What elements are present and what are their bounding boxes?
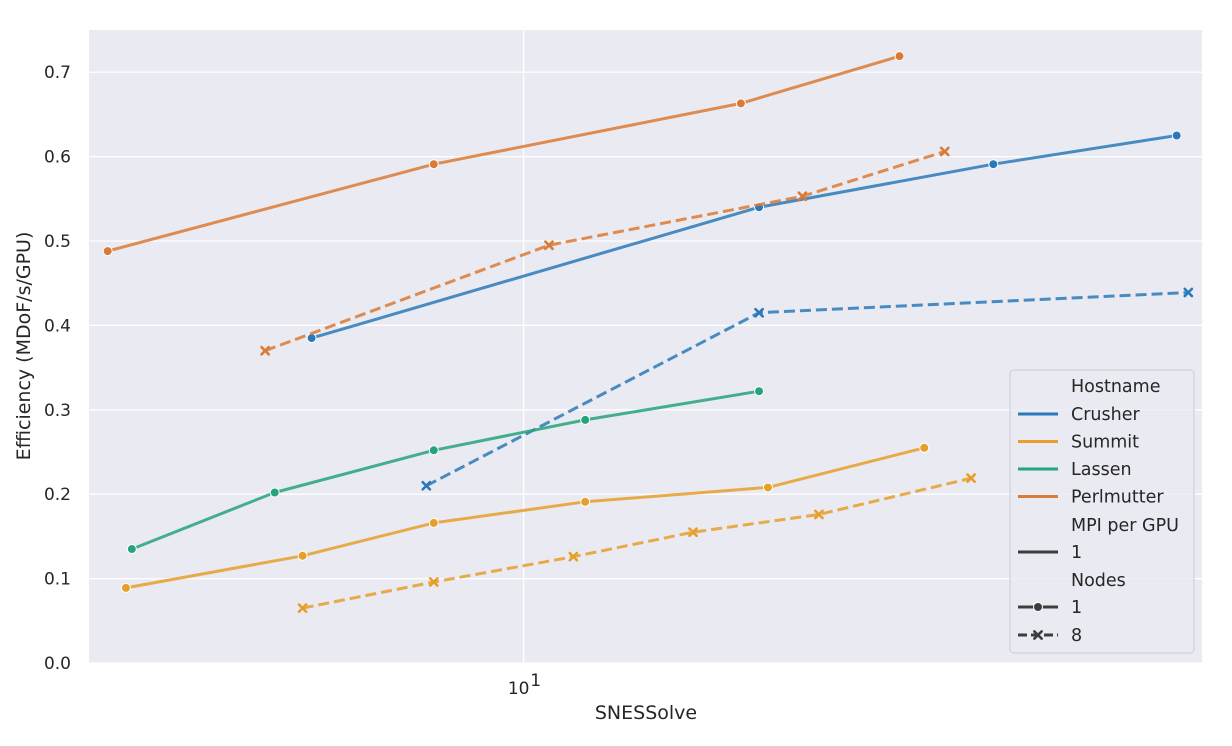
- y-tick-label: 0.5: [44, 232, 71, 252]
- point-lassen-1-node: [580, 414, 591, 425]
- point-summit-8-node: [297, 603, 308, 614]
- y-tick-label: 0.3: [44, 401, 71, 421]
- x-tick-label: 10: [508, 679, 530, 699]
- legend: Hostname Crusher Summit Lassen Perlmutter M…: [1009, 369, 1195, 654]
- legend-nodes-marker: [1033, 602, 1043, 612]
- y-tick-label: 0.6: [44, 148, 71, 168]
- line-crusher-1-node: [311, 134, 1177, 340]
- point-crusher-1-node: [1171, 130, 1182, 141]
- point-summit-1-node: [120, 582, 131, 593]
- point-summit-1-node: [297, 550, 308, 561]
- y-tick-label: 0.0: [44, 654, 71, 674]
- legend-mpi-title: MPI per GPU: [1071, 516, 1179, 536]
- y-tick-label: 0.4: [44, 316, 71, 336]
- y-tick-label: 0.1: [44, 570, 71, 590]
- point-summit-8-node: [428, 577, 439, 587]
- series-summit-8-node: [297, 473, 977, 614]
- point-perlmutter-1-node: [894, 51, 905, 62]
- point-summit-1-node: [580, 496, 591, 507]
- y-axis-title: Efficiency (MDoF/s/GPU): [13, 232, 35, 461]
- point-crusher-8-node: [1183, 287, 1194, 298]
- legend-nodes-label: 1: [1071, 598, 1082, 618]
- tick-labels: 0.0 0.1 0.2 0.3 0.4 0.5 0.6 0.7 10 1: [44, 63, 541, 699]
- legend-host-entries: Crusher Summit Lassen Perlmutter: [1018, 405, 1164, 508]
- legend-hostname-title: Hostname: [1071, 377, 1160, 397]
- line-summit-8-node: [302, 476, 972, 610]
- series-perlmutter-8-node: [260, 146, 950, 356]
- legend-nodes-marker: [1033, 630, 1043, 640]
- line-perlmutter-8-node: [264, 150, 946, 353]
- point-perlmutter-8-node: [939, 146, 950, 157]
- point-summit-8-node: [688, 527, 698, 538]
- point-lassen-1-node: [754, 386, 765, 397]
- series-summit-1-node: [120, 442, 930, 593]
- x-tick-exponent: 1: [530, 671, 541, 691]
- point-crusher-8-node: [754, 307, 764, 318]
- series-crusher-8-node: [421, 287, 1194, 491]
- point-summit-1-node: [762, 482, 773, 493]
- point-crusher-8-node: [421, 480, 432, 491]
- point-summit-8-node: [568, 551, 579, 562]
- line-perlmutter-1-node: [107, 54, 900, 253]
- point-perlmutter-8-node: [544, 240, 554, 251]
- line-summit-1-node: [125, 446, 925, 590]
- point-lassen-1-node: [428, 445, 439, 456]
- point-perlmutter-8-node: [260, 345, 271, 356]
- point-perlmutter-1-node: [735, 98, 746, 109]
- legend-label-lassen: Lassen: [1071, 460, 1132, 480]
- legend-label-perlmutter: Perlmutter: [1071, 488, 1164, 508]
- y-tick-label: 0.7: [44, 63, 71, 83]
- point-perlmutter-1-node: [428, 159, 439, 170]
- legend-label-summit: Summit: [1071, 433, 1139, 453]
- legend-label-crusher: Crusher: [1071, 405, 1140, 425]
- legend-node-entries: 18: [1018, 598, 1082, 646]
- point-summit-1-node: [919, 442, 930, 453]
- point-lassen-1-node: [269, 487, 280, 498]
- point-summit-8-node: [814, 509, 824, 520]
- point-summit-8-node: [966, 473, 977, 484]
- series-perlmutter-1-node: [102, 51, 905, 257]
- y-tick-label: 0.2: [44, 485, 71, 505]
- legend-mpi-label: 1: [1071, 543, 1082, 563]
- point-lassen-1-node: [126, 544, 137, 555]
- point-perlmutter-1-node: [102, 246, 113, 257]
- point-summit-1-node: [428, 517, 439, 528]
- x-axis-title: SNESSolve: [595, 702, 697, 724]
- legend-nodes-title: Nodes: [1071, 571, 1126, 591]
- series-lassen-1-node: [126, 386, 765, 555]
- legend-nodes-label: 8: [1071, 626, 1082, 646]
- point-perlmutter-8-node: [797, 191, 808, 202]
- point-crusher-1-node: [988, 159, 999, 170]
- series-layer: [102, 51, 1194, 614]
